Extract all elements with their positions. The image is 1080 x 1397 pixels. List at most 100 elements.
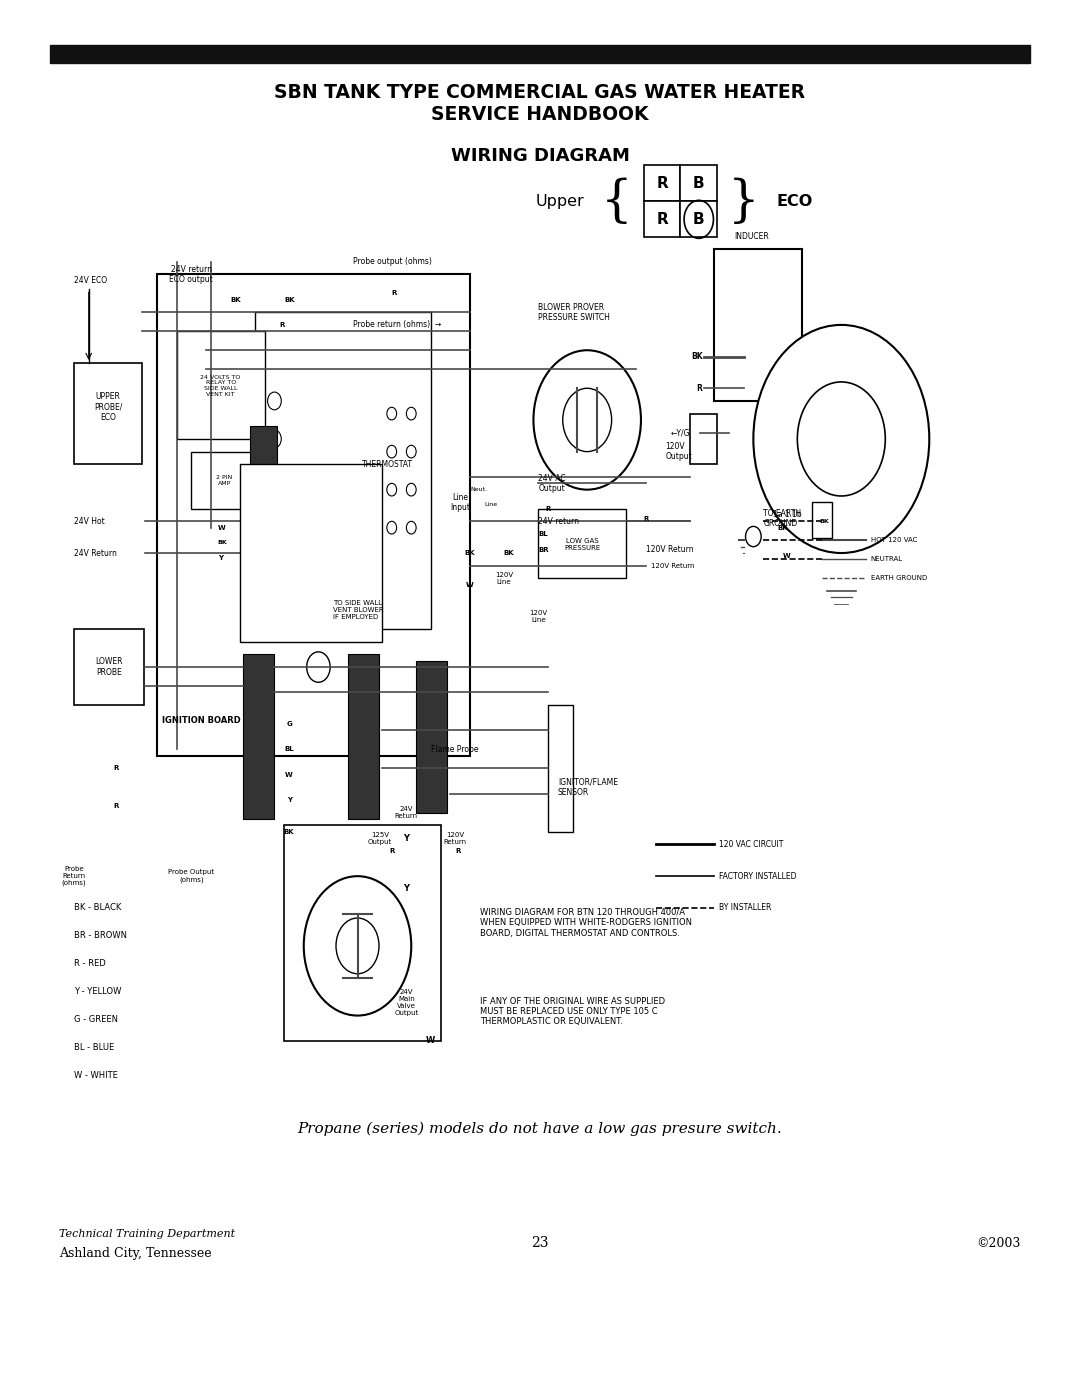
- Text: ←Y/G: ←Y/G: [671, 427, 690, 437]
- Text: Flame Probe: Flame Probe: [431, 745, 478, 754]
- Text: WIRING DIAGRAM FOR BTN 120 THROUGH 400/A
WHEN EQUIPPED WITH WHITE-RODGERS IGNITI: WIRING DIAGRAM FOR BTN 120 THROUGH 400/A…: [480, 908, 691, 937]
- Text: W: W: [427, 1037, 435, 1045]
- Bar: [549, 705, 572, 831]
- Text: W: W: [218, 525, 226, 531]
- Bar: [75, 629, 145, 705]
- Text: 24V
Return: 24V Return: [395, 806, 418, 819]
- Text: TO SIDE WALL
VENT BLOWER
IF EMPLOYED: TO SIDE WALL VENT BLOWER IF EMPLOYED: [333, 601, 383, 620]
- Text: Line: Line: [485, 503, 498, 507]
- Text: Probe Output
(ohms): Probe Output (ohms): [168, 869, 215, 883]
- Text: R: R: [545, 506, 551, 511]
- Text: {: {: [602, 177, 633, 226]
- Text: R: R: [644, 515, 648, 522]
- Text: BK: BK: [284, 296, 295, 303]
- Bar: [416, 661, 447, 813]
- Text: 1a 1.1b: 1a 1.1b: [773, 510, 801, 520]
- Text: INDUCER: INDUCER: [733, 232, 769, 240]
- Text: ECO: ECO: [777, 194, 813, 210]
- Text: G: G: [286, 721, 292, 726]
- Text: BL: BL: [284, 746, 294, 753]
- Text: THERMOSTAT: THERMOSTAT: [363, 460, 414, 469]
- Text: HOT 120 VAC: HOT 120 VAC: [870, 538, 917, 543]
- Bar: [812, 503, 832, 538]
- Text: BY INSTALLER: BY INSTALLER: [719, 904, 771, 912]
- Text: Y: Y: [403, 884, 409, 893]
- Text: R: R: [280, 321, 285, 328]
- Text: W: W: [285, 771, 293, 778]
- Text: Line
Input: Line Input: [450, 493, 470, 513]
- Text: BK: BK: [691, 352, 702, 360]
- Text: NEUTRAL: NEUTRAL: [870, 556, 903, 563]
- Text: SERVICE HANDBOOK: SERVICE HANDBOOK: [431, 105, 649, 124]
- Bar: [714, 249, 802, 401]
- Bar: [191, 451, 258, 509]
- Bar: [243, 654, 274, 819]
- Bar: [177, 331, 265, 439]
- Text: UPPER
PROBE/
ECO: UPPER PROBE/ ECO: [94, 393, 122, 422]
- Text: 24 VOLTS TO
RELAY TO
SIDE WALL
VENT KIT: 24 VOLTS TO RELAY TO SIDE WALL VENT KIT: [201, 374, 241, 397]
- Text: Y - YELLOW: Y - YELLOW: [75, 988, 121, 996]
- Bar: [690, 414, 717, 464]
- Bar: [255, 312, 431, 629]
- Text: R: R: [657, 176, 667, 190]
- Text: 2 PIN
AMP: 2 PIN AMP: [216, 475, 232, 486]
- Text: B: B: [693, 212, 704, 226]
- Text: ©2003: ©2003: [976, 1236, 1021, 1250]
- Text: Propane (series) models do not have a low gas presure switch.: Propane (series) models do not have a lo…: [298, 1122, 782, 1136]
- Text: Ashland City, Tennessee: Ashland City, Tennessee: [59, 1246, 212, 1260]
- Text: Y: Y: [218, 555, 222, 562]
- Text: 24V Hot: 24V Hot: [75, 517, 105, 525]
- Bar: [284, 826, 441, 1041]
- Text: R: R: [456, 848, 461, 854]
- Text: 120V
Output: 120V Output: [665, 441, 692, 461]
- Text: 23: 23: [531, 1236, 549, 1250]
- Text: R: R: [389, 848, 394, 854]
- Text: Upper: Upper: [536, 194, 584, 210]
- Text: Y: Y: [403, 834, 409, 842]
- Text: BK: BK: [777, 525, 787, 531]
- Bar: [348, 654, 379, 819]
- Text: W: W: [467, 581, 474, 588]
- Text: G - GREEN: G - GREEN: [75, 1014, 118, 1024]
- Text: BLOWER PROVER
PRESSURE SWITCH: BLOWER PROVER PRESSURE SWITCH: [538, 303, 610, 321]
- Text: Neut.: Neut.: [470, 488, 487, 492]
- Text: 24V ECO: 24V ECO: [75, 277, 107, 285]
- Text: BK: BK: [820, 518, 829, 524]
- Text: 120V
Return: 120V Return: [444, 831, 467, 845]
- Text: 120V
Line: 120V Line: [495, 571, 513, 585]
- Text: R - RED: R - RED: [75, 960, 106, 968]
- Text: 24V
Main
Valve
Output: 24V Main Valve Output: [394, 989, 419, 1017]
- Text: R: R: [392, 291, 397, 296]
- Circle shape: [797, 381, 886, 496]
- Bar: [249, 426, 278, 541]
- Text: BL - BLUE: BL - BLUE: [75, 1042, 114, 1052]
- Circle shape: [754, 326, 929, 553]
- Text: FACTORY INSTALLED: FACTORY INSTALLED: [719, 872, 797, 880]
- Text: W: W: [783, 553, 791, 559]
- Text: BK: BK: [464, 550, 475, 556]
- Text: }: }: [728, 177, 759, 226]
- Text: BK: BK: [284, 828, 295, 835]
- Text: BK: BK: [503, 550, 514, 556]
- Text: 120 VAC CIRCUIT: 120 VAC CIRCUIT: [719, 840, 783, 849]
- Text: Y: Y: [286, 798, 292, 803]
- Bar: [75, 363, 143, 464]
- Text: TO EARTH
GROUND: TO EARTH GROUND: [764, 509, 801, 528]
- Text: Probe return (ohms)  →: Probe return (ohms) →: [353, 320, 441, 330]
- Text: 24V return: 24V return: [538, 517, 579, 525]
- Text: BR: BR: [538, 548, 549, 553]
- Text: R: R: [697, 384, 702, 393]
- Text: BK - BLACK: BK - BLACK: [75, 904, 121, 912]
- Text: WIRING DIAGRAM: WIRING DIAGRAM: [450, 148, 630, 165]
- Text: IGNITOR/FLAME
SENSOR: IGNITOR/FLAME SENSOR: [558, 778, 618, 798]
- Text: BL: BL: [538, 531, 548, 536]
- Bar: [240, 464, 382, 641]
- Text: LOW GAS
PRESSURE: LOW GAS PRESSURE: [564, 538, 600, 550]
- Text: BK: BK: [218, 541, 228, 545]
- Text: EARTH GROUND: EARTH GROUND: [870, 576, 927, 581]
- Text: W - WHITE: W - WHITE: [75, 1070, 118, 1080]
- Bar: [538, 509, 626, 578]
- Text: 24V Return: 24V Return: [75, 549, 117, 557]
- Text: 125V
Output: 125V Output: [368, 831, 392, 845]
- Text: R: R: [657, 212, 667, 226]
